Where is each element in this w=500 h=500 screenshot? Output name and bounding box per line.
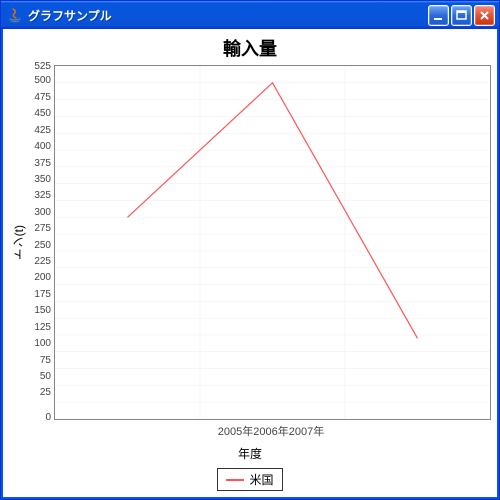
y-tick: 475 xyxy=(29,93,51,103)
y-tick: 25 xyxy=(29,388,51,398)
maximize-button[interactable] xyxy=(451,5,472,26)
plot-area xyxy=(54,65,491,420)
minimize-button[interactable] xyxy=(428,5,449,26)
y-tick: 225 xyxy=(29,257,51,267)
app-window: グラフサンプル 輸入量 トン(t) 5255004754504254003753… xyxy=(0,0,500,500)
y-tick: 125 xyxy=(29,323,51,333)
x-axis-ticks: 2005年2006年2007年 xyxy=(176,420,324,439)
chart-svg xyxy=(55,66,490,419)
y-axis-label: トン(t) xyxy=(9,225,28,260)
y-tick: 325 xyxy=(29,191,51,201)
titlebar[interactable]: グラフサンプル xyxy=(1,1,499,29)
window-buttons xyxy=(428,5,495,26)
y-tick: 300 xyxy=(29,208,51,218)
y-tick: 375 xyxy=(29,159,51,169)
y-tick: 200 xyxy=(29,273,51,283)
y-tick: 0 xyxy=(29,413,51,423)
y-tick: 450 xyxy=(29,109,51,119)
x-tick: 2007年 xyxy=(289,420,324,439)
y-tick: 425 xyxy=(29,126,51,136)
y-tick: 100 xyxy=(29,339,51,349)
legend-swatch xyxy=(226,479,244,481)
y-tick: 500 xyxy=(29,76,51,86)
legend-label: 米国 xyxy=(249,471,273,488)
x-axis-label: 年度 xyxy=(238,445,262,462)
window-title: グラフサンプル xyxy=(28,7,428,24)
y-tick: 525 xyxy=(29,62,51,72)
y-tick: 50 xyxy=(29,372,51,382)
y-tick: 175 xyxy=(29,290,51,300)
y-tick: 75 xyxy=(29,356,51,366)
y-tick: 350 xyxy=(29,175,51,185)
y-axis-ticks: 5255004754504254003753503253002752502252… xyxy=(28,65,54,420)
chart-title: 輸入量 xyxy=(223,35,277,61)
java-icon xyxy=(7,7,23,23)
client-area: 輸入量 トン(t) 525500475450425400375350325300… xyxy=(1,29,499,499)
legend: 米国 xyxy=(217,468,282,491)
y-tick: 400 xyxy=(29,142,51,152)
x-tick: 2006年 xyxy=(253,420,288,439)
plot-area-wrap: トン(t) 5255004754504254003753503253002752… xyxy=(9,65,491,420)
legend-row: 米国 xyxy=(217,468,282,491)
y-tick: 150 xyxy=(29,306,51,316)
close-button[interactable] xyxy=(474,5,495,26)
y-tick: 275 xyxy=(29,224,51,234)
y-tick: 250 xyxy=(29,241,51,251)
x-tick: 2005年 xyxy=(218,420,253,439)
